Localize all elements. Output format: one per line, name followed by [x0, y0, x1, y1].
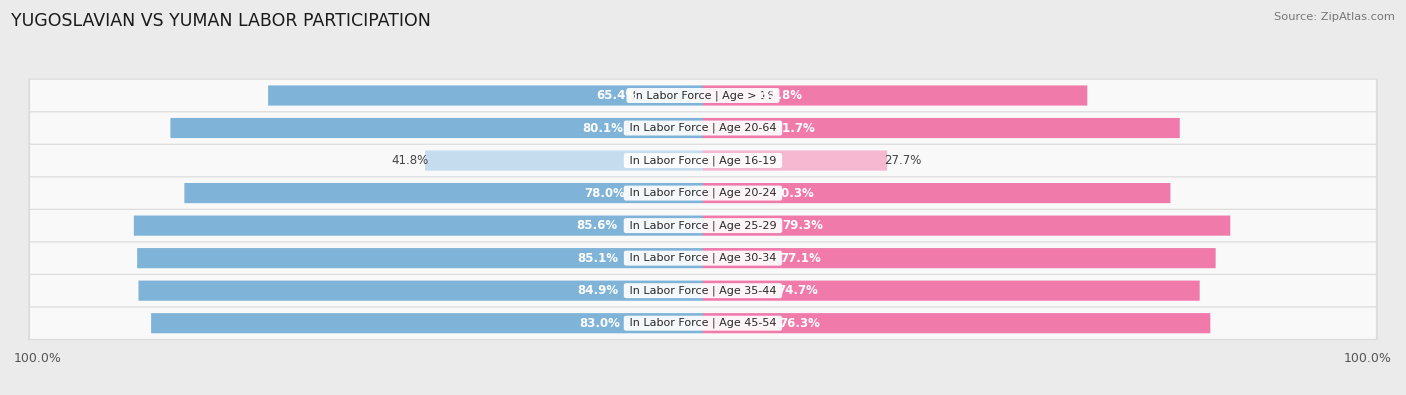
FancyBboxPatch shape: [30, 145, 1376, 176]
FancyBboxPatch shape: [30, 113, 1376, 144]
FancyBboxPatch shape: [703, 85, 1087, 105]
Text: 70.3%: 70.3%: [773, 186, 814, 199]
FancyBboxPatch shape: [30, 80, 1376, 111]
Text: In Labor Force | Age 25-29: In Labor Force | Age 25-29: [626, 220, 780, 231]
FancyBboxPatch shape: [28, 144, 1378, 177]
Text: 27.7%: 27.7%: [884, 154, 921, 167]
FancyBboxPatch shape: [703, 248, 1216, 268]
Text: In Labor Force | Age 35-44: In Labor Force | Age 35-44: [626, 286, 780, 296]
FancyBboxPatch shape: [134, 216, 703, 236]
Text: 85.1%: 85.1%: [576, 252, 619, 265]
Text: 85.6%: 85.6%: [576, 219, 617, 232]
FancyBboxPatch shape: [30, 243, 1376, 274]
FancyBboxPatch shape: [425, 150, 703, 171]
FancyBboxPatch shape: [30, 308, 1376, 339]
FancyBboxPatch shape: [703, 313, 1211, 333]
Text: In Labor Force | Age 45-54: In Labor Force | Age 45-54: [626, 318, 780, 329]
Text: 65.4%: 65.4%: [596, 89, 638, 102]
Text: 83.0%: 83.0%: [579, 317, 620, 330]
FancyBboxPatch shape: [28, 209, 1378, 243]
FancyBboxPatch shape: [28, 79, 1378, 113]
FancyBboxPatch shape: [170, 118, 703, 138]
Text: In Labor Force | Age 20-64: In Labor Force | Age 20-64: [626, 123, 780, 133]
Text: YUGOSLAVIAN VS YUMAN LABOR PARTICIPATION: YUGOSLAVIAN VS YUMAN LABOR PARTICIPATION: [11, 12, 432, 30]
FancyBboxPatch shape: [184, 183, 703, 203]
FancyBboxPatch shape: [28, 176, 1378, 210]
FancyBboxPatch shape: [150, 313, 703, 333]
Text: 71.7%: 71.7%: [775, 122, 815, 135]
Text: 41.8%: 41.8%: [391, 154, 429, 167]
FancyBboxPatch shape: [703, 280, 1199, 301]
Text: In Labor Force | Age > 16: In Labor Force | Age > 16: [628, 90, 778, 101]
FancyBboxPatch shape: [30, 210, 1376, 241]
Text: 84.9%: 84.9%: [578, 284, 619, 297]
Text: 77.1%: 77.1%: [780, 252, 821, 265]
FancyBboxPatch shape: [30, 275, 1376, 306]
FancyBboxPatch shape: [28, 241, 1378, 275]
Text: 74.7%: 74.7%: [778, 284, 818, 297]
Text: 79.3%: 79.3%: [782, 219, 823, 232]
FancyBboxPatch shape: [269, 85, 703, 105]
Text: 76.3%: 76.3%: [779, 317, 820, 330]
FancyBboxPatch shape: [139, 280, 703, 301]
Text: In Labor Force | Age 30-34: In Labor Force | Age 30-34: [626, 253, 780, 263]
FancyBboxPatch shape: [28, 274, 1378, 308]
Text: In Labor Force | Age 20-24: In Labor Force | Age 20-24: [626, 188, 780, 198]
FancyBboxPatch shape: [30, 177, 1376, 209]
Text: 57.8%: 57.8%: [761, 89, 801, 102]
FancyBboxPatch shape: [703, 216, 1230, 236]
FancyBboxPatch shape: [703, 118, 1180, 138]
Text: 78.0%: 78.0%: [585, 186, 626, 199]
FancyBboxPatch shape: [138, 248, 703, 268]
FancyBboxPatch shape: [703, 183, 1170, 203]
Text: 80.1%: 80.1%: [582, 122, 623, 135]
FancyBboxPatch shape: [703, 150, 887, 171]
FancyBboxPatch shape: [28, 306, 1378, 340]
Text: In Labor Force | Age 16-19: In Labor Force | Age 16-19: [626, 155, 780, 166]
FancyBboxPatch shape: [28, 111, 1378, 145]
Text: Source: ZipAtlas.com: Source: ZipAtlas.com: [1274, 12, 1395, 22]
